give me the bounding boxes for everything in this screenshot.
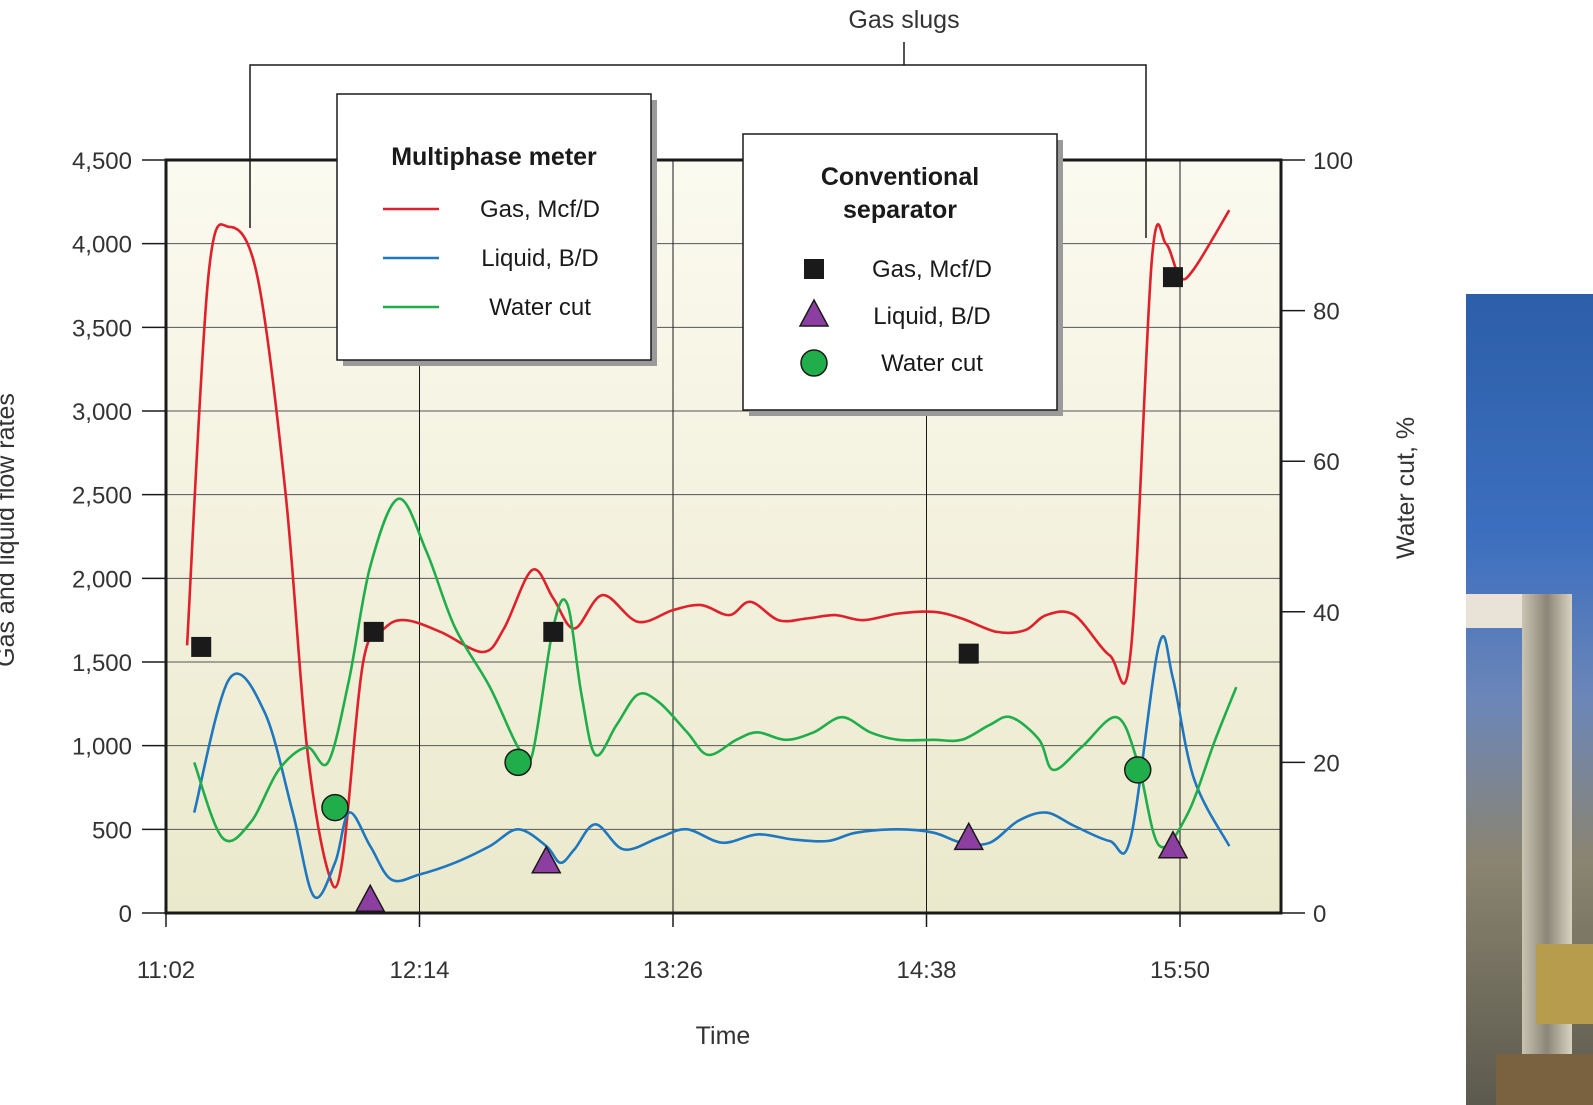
y-right-tick-label: 20 [1313,750,1340,777]
y-left-tick-label: 4,500 [72,148,132,175]
separator-point-water-cut [1124,756,1152,784]
y-left-tick-label: 500 [92,817,132,844]
legend-title: separator [843,196,957,224]
legend-label: Water cut [489,294,591,321]
gas-slugs-bracket [249,64,1147,238]
legend-label: Gas, Mcf/D [872,256,992,283]
series-line-water-cut [192,497,1238,849]
separator-point-gas-mcf-d [1162,267,1183,288]
series-line-liquid-b-d [192,635,1231,900]
y-right-tick-label: 40 [1313,600,1340,627]
x-axis-title: Time [696,1022,751,1050]
legends: Multiphase meter Gas, Mcf/D Liquid, B/D Wat… [336,93,1063,416]
y-left-tick-label: 1,000 [72,734,132,761]
y-axis-left-title: Gas and liquid flow rates [0,393,20,667]
legend-symbol-gas-mcf-d [804,259,824,279]
legend-title: Conventional [821,163,979,191]
separator-point-liquid-b-d [530,845,562,874]
markers [191,267,1189,913]
x-tick-label: 14:38 [896,957,956,984]
y-left-tick-label: 2,500 [72,483,132,510]
y-right-tick-label: 0 [1313,901,1326,928]
separator-point-liquid-b-d [953,821,985,851]
axes: 0 500 1,000 1,500 2,000 2,500 3,000 3,500 4,000 4… [72,148,1353,984]
legend-multiphase-meter: Multiphase meter Gas, Mcf/D Liquid, B/D Wat… [336,93,657,366]
y-left-tick-label: 2,000 [72,566,132,593]
series-line-gas-mcf-d [185,209,1231,889]
legend-label: Gas, Mcf/D [480,196,600,223]
y-left-tick-label: 3,000 [72,399,132,426]
y-left-tick-label: 0 [119,901,132,928]
separator-point-gas-mcf-d [191,636,212,657]
legend-title: Multiphase meter [391,143,597,171]
separator-point-liquid-b-d [354,883,386,913]
separator-point-gas-mcf-d [543,621,564,642]
separator-point-gas-mcf-d [958,643,979,664]
wellsite-photo [1466,294,1593,1105]
gas-slugs-label: Gas slugs [848,6,959,34]
y-right-tick-label: 100 [1313,148,1353,175]
plot-frame [164,158,1283,915]
y-right-tick-label: 60 [1313,449,1340,476]
y-left-tick-label: 1,500 [72,650,132,677]
x-tick-label: 12:14 [389,957,449,984]
y-axis-right-title: Water cut, % [1392,417,1420,559]
series-lines [185,209,1238,900]
legend-symbol-water-cut [800,349,828,377]
x-tick-label: 11:02 [137,957,195,984]
x-tick-label: 13:26 [643,957,703,984]
separator-point-gas-mcf-d [363,621,384,642]
legend-box [336,93,652,361]
legend-conventional-separator: Conventional separator Gas, Mcf/D Liquid, B… [742,133,1063,416]
separator-point-liquid-b-d [1157,830,1189,859]
legend-label: Liquid, B/D [873,303,990,330]
separator-point-water-cut [504,748,532,777]
y-left-tick-label: 3,500 [72,315,132,342]
x-tick-label: 15:50 [1150,957,1210,984]
legend-label: Liquid, B/D [481,245,598,272]
separator-point-water-cut [321,793,349,822]
legend-symbol-liquid-b-d [798,298,830,327]
legend-label: Water cut [881,350,983,377]
gas-slugs-annotation: Gas slugs [249,6,1147,238]
y-left-tick-label: 4,000 [72,232,132,259]
legend-box [742,133,1058,411]
y-right-tick-label: 80 [1313,299,1340,326]
